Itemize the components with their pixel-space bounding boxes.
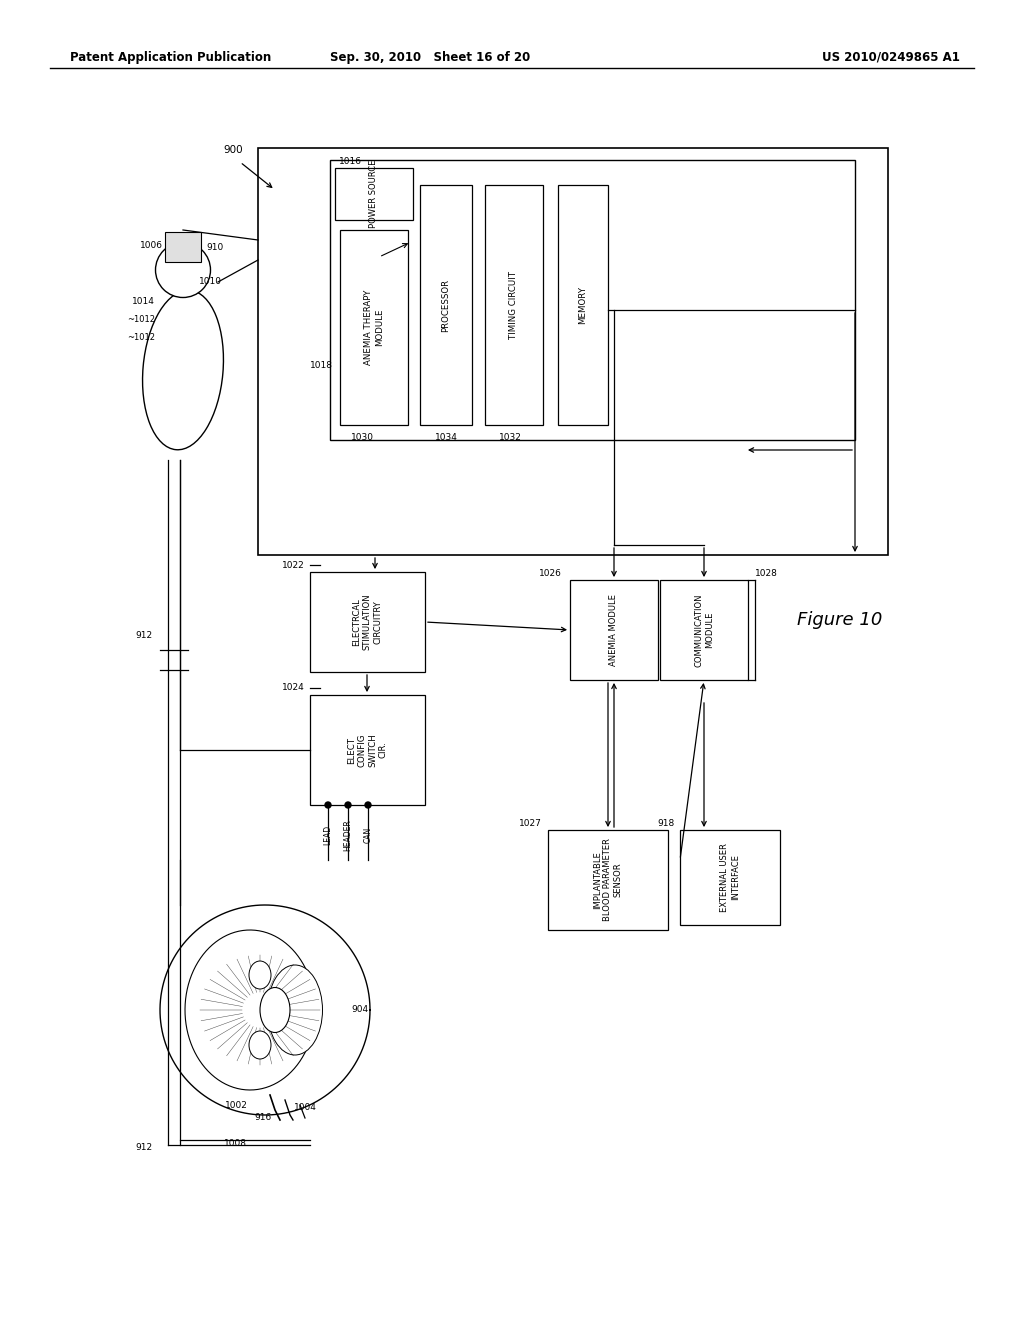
Circle shape [345,803,351,808]
Bar [548,830,668,931]
Bar [165,232,201,261]
Bar [330,160,855,440]
Text: ELECTRCAL
STIMULATION
CIRCUITRY: ELECTRCAL STIMULATION CIRCUITRY [352,594,382,651]
Bar [558,185,608,425]
Ellipse shape [142,290,223,450]
Text: 1002: 1002 [225,1101,248,1110]
Text: 1024: 1024 [283,684,305,693]
Bar [660,579,748,680]
Text: LEAD: LEAD [324,825,333,845]
Ellipse shape [156,243,211,297]
Bar [420,185,472,425]
Text: 1008: 1008 [223,1138,247,1147]
Text: 1006: 1006 [140,240,163,249]
Text: ~1012: ~1012 [127,315,155,325]
Bar [680,830,780,925]
Text: Figure 10: Figure 10 [798,611,883,630]
Text: HEADER: HEADER [343,820,352,851]
Text: 1032: 1032 [499,433,521,442]
Text: 910: 910 [207,243,223,252]
Circle shape [365,803,371,808]
Text: ELECT
CONFIG
SWITCH
CIR.: ELECT CONFIG SWITCH CIR. [347,733,388,767]
Text: 1004: 1004 [294,1104,316,1113]
Circle shape [325,803,331,808]
Ellipse shape [249,1031,271,1059]
Ellipse shape [260,987,290,1032]
Bar [335,168,413,220]
Text: CAN: CAN [364,826,373,843]
Text: TIMING CIRCUIT: TIMING CIRCUIT [510,271,518,339]
Ellipse shape [267,965,323,1055]
Bar [340,230,408,425]
Text: 1022: 1022 [283,561,305,569]
Text: IMPLANTABLE
BLOOD PARAMETER
SENSOR: IMPLANTABLE BLOOD PARAMETER SENSOR [593,838,623,921]
Text: 1034: 1034 [434,433,458,442]
Text: 1018: 1018 [310,360,333,370]
Text: ANEMIA THERAPY
MODULE: ANEMIA THERAPY MODULE [365,290,384,366]
Text: ANEMIA MODULE: ANEMIA MODULE [609,594,618,665]
Text: 912: 912 [135,1143,152,1152]
Text: 1026: 1026 [539,569,562,578]
Text: 1014: 1014 [132,297,155,306]
Text: 916: 916 [254,1113,271,1122]
Bar [310,572,425,672]
Text: 900: 900 [223,145,243,154]
Text: EXTERNAL USER
INTERFACE: EXTERNAL USER INTERFACE [720,843,739,912]
Text: 1027: 1027 [519,818,542,828]
Text: US 2010/0249865 A1: US 2010/0249865 A1 [822,50,961,63]
Bar [570,579,658,680]
Text: 1030: 1030 [350,433,374,442]
Text: MEMORY: MEMORY [579,286,588,323]
Text: 1028: 1028 [755,569,778,578]
Text: PROCESSOR: PROCESSOR [441,279,451,331]
Text: ~1012: ~1012 [127,333,155,342]
Text: 904: 904 [351,1006,369,1015]
Text: POWER SOURCE: POWER SOURCE [370,160,379,228]
Text: 912: 912 [135,631,152,639]
Text: Patent Application Publication: Patent Application Publication [70,50,271,63]
Text: 1016: 1016 [339,157,362,166]
Text: 918: 918 [657,818,675,828]
Bar [485,185,543,425]
Bar [258,148,888,554]
Ellipse shape [249,961,271,989]
Text: Sep. 30, 2010   Sheet 16 of 20: Sep. 30, 2010 Sheet 16 of 20 [330,50,530,63]
Text: COMMUNICATION
MODULE: COMMUNICATION MODULE [694,593,714,667]
Bar [310,696,425,805]
Text: 1010: 1010 [199,277,221,286]
